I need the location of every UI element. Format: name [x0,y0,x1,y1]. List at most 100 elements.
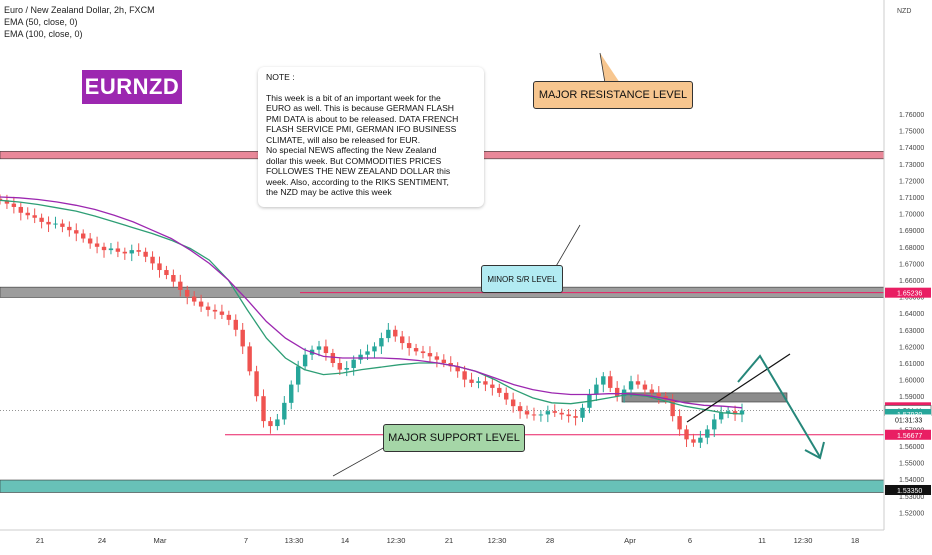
price-tick-label: 1.65000 [899,295,924,302]
candle-body [67,226,72,231]
candle-body [0,198,3,201]
price-tick-label: 1.62000 [899,344,924,351]
support-value-tag-bg [885,484,931,495]
candle-body [157,263,162,271]
candle-body [344,367,349,370]
symbol-label[interactable]: Euro / New Zealand Dollar, 2h, FXCM [4,5,155,15]
candle-body [705,429,710,438]
price-tick-label: 1.60000 [899,378,924,385]
ema50-line[interactable] [0,199,743,415]
candle-body [60,223,65,227]
candle-body [150,256,155,264]
candle-body [330,353,336,363]
candle-body [39,217,44,222]
time-tick-label: Mar [154,536,167,545]
candle-body [323,346,329,354]
major-support-callout: MAJOR SUPPORT LEVEL [383,424,525,452]
candle-body [642,384,648,390]
candle-body [462,371,467,380]
candle-body [510,399,516,407]
lower-level-tag: 1.56677 [897,433,922,440]
upper-range-zone[interactable] [621,392,788,403]
time-tick-label: 28 [546,536,554,545]
candle-body [573,416,578,418]
support-value-tag: 1.53350 [897,488,922,495]
time-tick-label: Apr [624,536,636,545]
time-tick-label: 7 [244,536,248,545]
projection-arrow[interactable] [737,354,821,458]
candle-body [524,411,530,415]
time-tick-label: 11 [758,536,766,545]
candle-body [226,314,232,320]
candle-body [400,336,405,344]
candle-body [254,371,259,397]
price-tick-label: 1.74000 [899,145,924,152]
ascending-trendline[interactable] [686,353,791,423]
candle-body [684,429,689,440]
candle-body [427,353,433,357]
candle-body [171,275,176,282]
candle-body [538,414,544,416]
candle-body [247,346,252,372]
candle-body [497,387,502,393]
price-tick-label: 1.70000 [899,212,924,219]
candle-body [205,306,211,310]
candle-body [469,379,474,383]
symbol-badge: EURNZD [82,70,182,104]
candle-body [185,289,190,297]
candle-body [143,251,148,257]
minor-sr-callout: MINOR S/R LEVEL [481,265,563,293]
major-support-zone[interactable] [0,479,885,493]
time-tick-label: 12:30 [488,536,507,545]
candle-body [164,270,169,276]
candle-body [11,203,17,207]
lower-level-tag-bg [885,429,931,440]
candle-body [233,319,238,330]
candle-body [53,223,58,225]
candle-body [94,243,100,247]
time-tick-label: 18 [851,536,859,545]
candle-body [295,366,301,385]
candle-body [594,384,599,395]
price-tick-label: 1.64000 [899,311,924,318]
candle-body [413,348,419,352]
countdown-bg [885,414,931,425]
candle-body [25,212,30,216]
candle-body [455,366,460,372]
candle-body [87,238,93,244]
time-tick-label: 12:30 [794,536,813,545]
ema50-legend[interactable]: EMA (50, close, 0) [4,17,78,27]
note-title: NOTE : [266,72,295,82]
candle-body [18,206,24,213]
candle-body [351,359,356,368]
candle-body [691,439,696,443]
price-tick-label: 1.59000 [899,394,924,401]
candle-body [261,396,266,422]
candle-body [420,351,426,354]
price-tick-label: 1.53000 [899,494,924,501]
candle-body [282,402,287,420]
candle-body [677,416,682,430]
price-tick-label: 1.67000 [899,261,924,268]
time-tick-label: 14 [341,536,349,545]
candle-body [129,250,134,254]
candle-body [725,411,731,413]
candle-body [504,392,509,400]
candle-body [337,363,342,370]
candle-body [441,359,447,363]
time-tick-label: 21 [36,536,44,545]
ema100-legend[interactable]: EMA (100, close, 0) [4,29,83,39]
candle-body [712,419,717,430]
candle-body [178,281,183,290]
candle-body [608,376,613,388]
candle-body [289,384,294,403]
price-tick-label: 1.55000 [899,461,924,468]
candle-body [32,215,37,218]
candle-body [621,389,627,397]
candle-body [517,406,523,412]
ema100-line[interactable] [0,196,743,409]
candle-body [275,419,280,427]
candle-body [628,381,634,390]
